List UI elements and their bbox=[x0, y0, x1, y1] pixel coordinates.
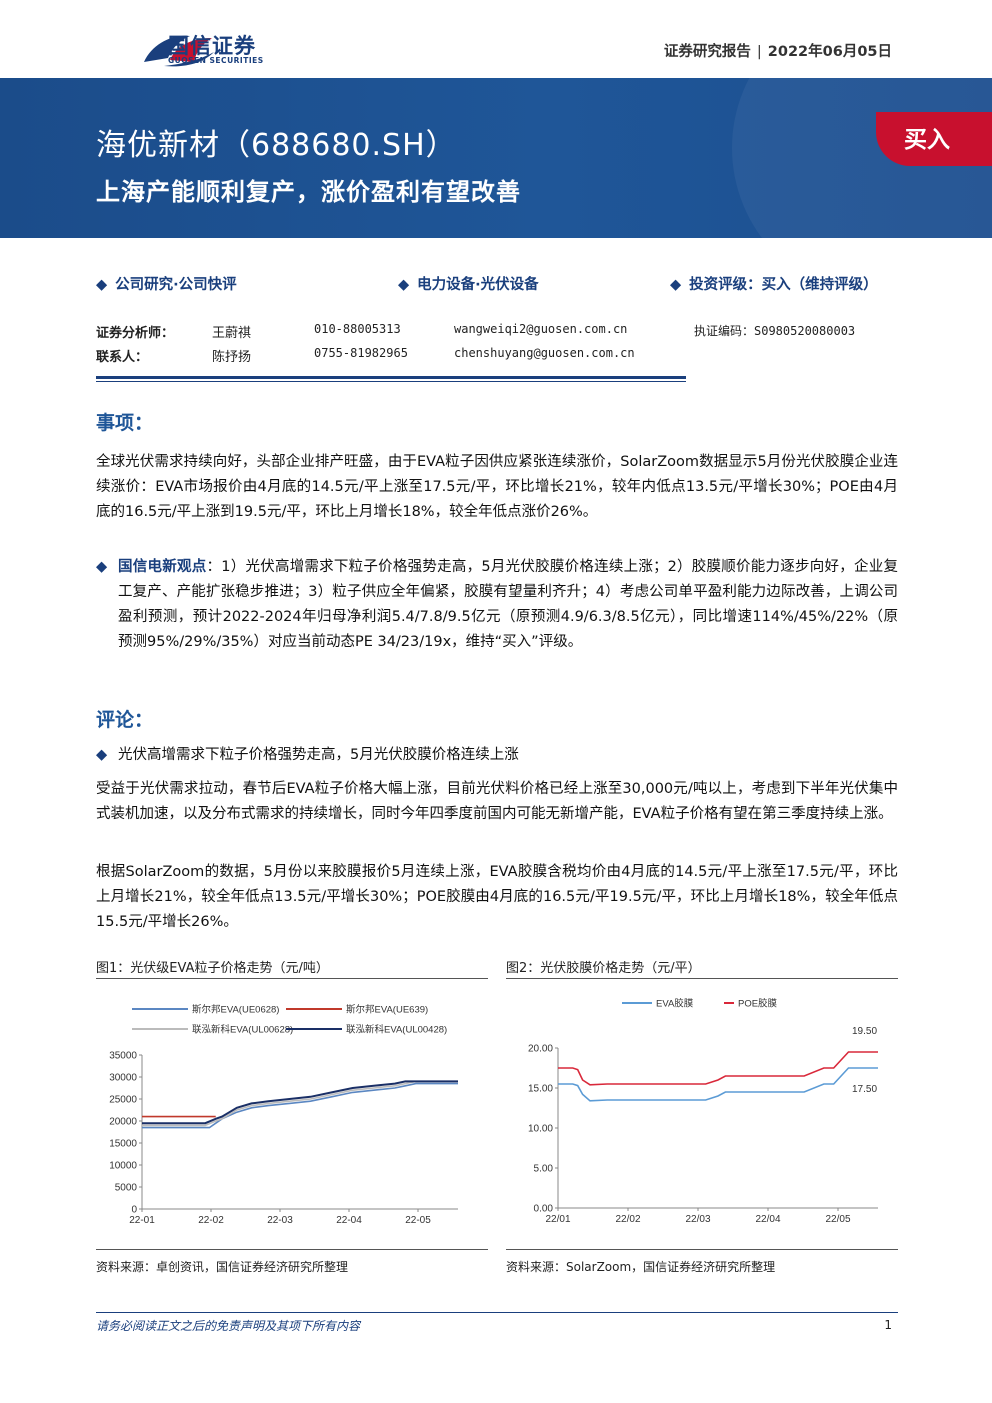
y-tick-label: 10.00 bbox=[528, 1124, 553, 1135]
comment-paragraph-1: 受益于光伏需求拉动，春节后EVA粒子价格大幅上涨，目前光伏料价格已经上涨至30,… bbox=[96, 781, 898, 822]
report-meta: 证券研究报告 | 2022年06月05日 bbox=[663, 44, 892, 60]
diamond-bullet-icon: ◆ bbox=[96, 559, 108, 575]
y-tick-label: 0.00 bbox=[534, 1204, 554, 1215]
y-tick-label: 0 bbox=[131, 1205, 137, 1216]
film-price-chart: 0.00 5.00 10.00 15.00 20.00 22/01 22/02 22/03 22… bbox=[528, 998, 878, 1225]
y-tick-label: 5.00 bbox=[534, 1164, 554, 1175]
footer-divider bbox=[96, 1312, 898, 1313]
series-line-3 bbox=[142, 1080, 458, 1125]
comment-bullet: ◆ 光伏高增需求下粒子价格强势走高，5月光伏胶膜价格连续上涨 bbox=[96, 743, 898, 768]
figure2-bottom-rule bbox=[506, 1249, 898, 1250]
x-tick-label: 22/05 bbox=[825, 1214, 850, 1225]
disclaimer-note: 请务必阅读正文之后的免责声明及其项下所有内容 bbox=[96, 1319, 361, 1333]
x-tick-label: 22/01 bbox=[545, 1214, 570, 1225]
legend-label: 联泓新科EVA(UL00428) bbox=[346, 1024, 447, 1036]
legend-label: 斯尔邦EVA(UE639) bbox=[346, 1004, 428, 1016]
report-date: 2022年06月05日 bbox=[767, 44, 892, 60]
legend-label: EVA胶膜 bbox=[656, 998, 694, 1010]
x-tick-label: 22-04 bbox=[336, 1215, 362, 1226]
diamond-bullet-icon: ◆ bbox=[96, 277, 108, 293]
y-tick-label: 10000 bbox=[109, 1161, 137, 1172]
y-tick-label: 5000 bbox=[115, 1183, 138, 1194]
x-tick-label: 22-02 bbox=[198, 1215, 224, 1226]
category-research: ◆ 公司研究·公司快评 bbox=[96, 277, 237, 293]
legend-label: 斯尔邦EVA(UE0628) bbox=[192, 1004, 279, 1016]
x-tick-label: 22-03 bbox=[267, 1215, 293, 1226]
logo-text-en: GUOSEN SECURITIES bbox=[168, 56, 264, 65]
eva-particle-price-chart: 0 5000 10000 15000 20000 25000 30000 35000 22-01… bbox=[109, 1004, 458, 1226]
x-tick-label: 22-01 bbox=[129, 1215, 155, 1226]
rating-badge: 买入 bbox=[876, 112, 992, 166]
y-tick-label: 15000 bbox=[109, 1139, 137, 1150]
category-industry: ◆ 电力设备·光伏设备 bbox=[398, 277, 539, 293]
y-tick-label: 20000 bbox=[109, 1117, 137, 1128]
comment-paragraph-2: 根据SolarZoom的数据，5月份以来胶膜报价5月连续上涨，EVA胶膜含税均价… bbox=[96, 864, 898, 930]
data-label: 19.50 bbox=[852, 1026, 877, 1037]
series-line-0 bbox=[142, 1082, 458, 1129]
logo-text: 国信证券 bbox=[168, 34, 256, 58]
report-subtitle: 上海产能顺利复产，涨价盈利有望改善 bbox=[96, 178, 521, 206]
y-tick-label: 35000 bbox=[109, 1051, 137, 1062]
divider bbox=[96, 376, 686, 379]
guosen-logo-icon bbox=[144, 35, 214, 67]
page-header: 国信证券 GUOSEN SECURITIES 证券研究报告 | 2022年06月05… bbox=[0, 0, 992, 78]
y-tick-label: 15.00 bbox=[528, 1084, 553, 1095]
figure1-top-rule bbox=[96, 978, 488, 979]
series-line-1 bbox=[558, 1051, 878, 1086]
x-tick-label: 22/03 bbox=[685, 1214, 710, 1225]
figure1-caption: 图1：光伏级EVA粒子价格走势（元/吨） bbox=[96, 961, 329, 976]
diamond-bullet-icon: ◆ bbox=[96, 747, 108, 763]
divider bbox=[96, 381, 686, 382]
events-paragraph: 全球光伏需求持续向好，头部企业排产旺盛，由于EVA粒子因供应紧张连续涨价，Sol… bbox=[96, 454, 898, 520]
x-tick-label: 22-05 bbox=[405, 1215, 431, 1226]
section-heading-comments: 评论： bbox=[96, 709, 154, 731]
analyst-row: 联系人： 陈抒扬 0755-81982965 chenshuyang@guose… bbox=[96, 346, 635, 365]
report-title: 海优新材（688680.SH） bbox=[96, 128, 457, 163]
x-tick-label: 22/02 bbox=[615, 1214, 640, 1225]
diamond-bullet-icon: ◆ bbox=[398, 277, 410, 293]
report-type: 证券研究报告 bbox=[663, 44, 751, 60]
analyst-row: 证券分析师： 王蔚祺 010-88005313 wangweiqi2@guose… bbox=[96, 322, 856, 341]
legend-label: POE胶膜 bbox=[738, 998, 778, 1010]
figure2-source: 资料来源：SolarZoom，国信证券经济研究所整理 bbox=[506, 1260, 776, 1274]
viewpoint-text: ：1）光伏高增需求下粒子价格强势走高，5月光伏胶膜价格连续上涨；2）胶膜顺价能力… bbox=[118, 559, 899, 650]
figure1-bottom-rule bbox=[96, 1249, 488, 1250]
y-tick-label: 20.00 bbox=[528, 1044, 553, 1055]
x-tick-label: 22/04 bbox=[755, 1214, 780, 1225]
legend-label: 联泓新科EVA(UL00628) bbox=[192, 1024, 293, 1036]
data-label: 17.50 bbox=[852, 1084, 877, 1095]
category-rating: ◆ 投资评级：买入（维持评级） bbox=[670, 277, 878, 293]
viewpoint-label: 国信电新观点 bbox=[118, 559, 207, 575]
viewpoint-paragraph: ◆ 国信电新观点：1）光伏高增需求下粒子价格强势走高，5月光伏胶膜价格连续上涨；… bbox=[96, 555, 898, 655]
analyst-email[interactable]: chenshuyang@guosen.com.cn bbox=[454, 346, 635, 360]
page-number: 1 bbox=[884, 1318, 892, 1332]
y-tick-label: 25000 bbox=[109, 1095, 137, 1106]
analyst-email[interactable]: wangweiqi2@guosen.com.cn bbox=[454, 322, 628, 336]
diamond-bullet-icon: ◆ bbox=[670, 277, 682, 293]
figure1-source: 资料来源：卓创资讯，国信证券经济研究所整理 bbox=[96, 1260, 349, 1274]
section-heading-events: 事项： bbox=[96, 412, 154, 434]
series-line-2 bbox=[142, 1080, 458, 1127]
series-line-0 bbox=[558, 1067, 878, 1102]
figure2-top-rule bbox=[506, 978, 898, 979]
figure2-caption: 图2：光伏胶膜价格走势（元/平） bbox=[506, 961, 701, 976]
y-tick-label: 30000 bbox=[109, 1073, 137, 1084]
title-banner: 海优新材（688680.SH） 上海产能顺利复产，涨价盈利有望改善 bbox=[0, 78, 992, 238]
